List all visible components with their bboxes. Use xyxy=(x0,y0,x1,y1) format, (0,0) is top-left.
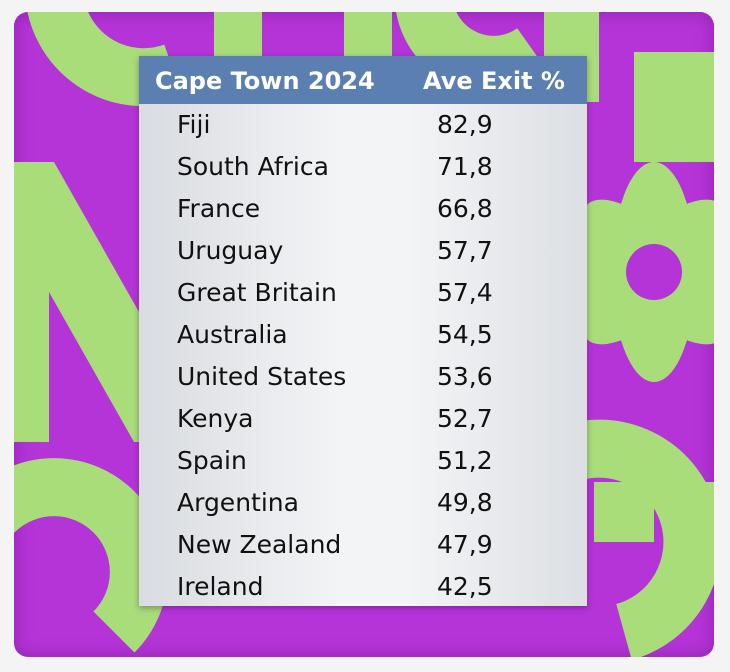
country-cell: Ireland xyxy=(177,572,264,601)
country-cell: Australia xyxy=(177,320,288,349)
country-cell: France xyxy=(177,194,261,223)
value-cell: 71,8 xyxy=(437,152,493,181)
column-header-tournament: Cape Town 2024 xyxy=(155,67,375,95)
country-cell: Uruguay xyxy=(177,236,284,265)
table-row: New Zealand 47,9 xyxy=(139,524,587,566)
country-cell: Kenya xyxy=(177,404,254,433)
table-row: Great Britain 57,4 xyxy=(139,272,587,314)
exit-percentage-table: Cape Town 2024 Ave Exit % Fiji 82,9 South… xyxy=(139,56,587,606)
value-cell: 51,2 xyxy=(437,446,493,475)
country-cell: Great Britain xyxy=(177,278,337,307)
table-row: Kenya 52,7 xyxy=(139,398,587,440)
value-cell: 54,5 xyxy=(437,320,493,349)
country-cell: Spain xyxy=(177,446,247,475)
value-cell: 42,5 xyxy=(437,572,493,601)
table-row: Argentina 49,8 xyxy=(139,482,587,524)
value-cell: 57,4 xyxy=(437,278,493,307)
country-cell: United States xyxy=(177,362,347,391)
country-cell: South Africa xyxy=(177,152,329,181)
value-cell: 52,7 xyxy=(437,404,493,433)
country-cell: New Zealand xyxy=(177,530,342,559)
value-cell: 57,7 xyxy=(437,236,493,265)
table-row: United States 53,6 xyxy=(139,356,587,398)
table-row: South Africa 71,8 xyxy=(139,146,587,188)
column-header-exit-percent: Ave Exit % xyxy=(423,67,565,95)
table-row: Fiji 82,9 xyxy=(139,104,587,146)
table-header: Cape Town 2024 Ave Exit % xyxy=(139,56,587,104)
table-row: Spain 51,2 xyxy=(139,440,587,482)
table-row: France 66,8 xyxy=(139,188,587,230)
table-body: Fiji 82,9 South Africa 71,8 France 66,8 Uru… xyxy=(139,104,587,608)
value-cell: 53,6 xyxy=(437,362,493,391)
value-cell: 49,8 xyxy=(437,488,493,517)
value-cell: 66,8 xyxy=(437,194,493,223)
country-cell: Argentina xyxy=(177,488,299,517)
table-row: Uruguay 57,7 xyxy=(139,230,587,272)
value-cell: 82,9 xyxy=(437,110,493,139)
value-cell: 47,9 xyxy=(437,530,493,559)
table-row: Ireland 42,5 xyxy=(139,566,587,608)
table-row: Australia 54,5 xyxy=(139,314,587,356)
country-cell: Fiji xyxy=(177,110,211,139)
